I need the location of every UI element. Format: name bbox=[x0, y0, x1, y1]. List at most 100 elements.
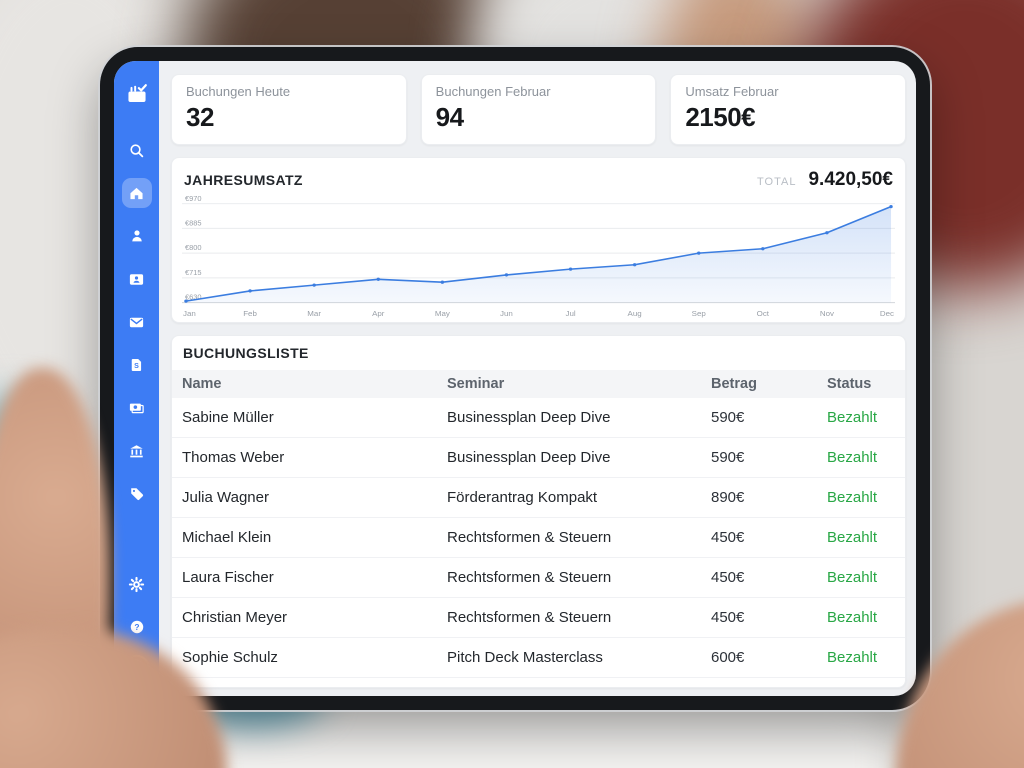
main-content: Buchungen Heute 32 Buchungen Februar 94 … bbox=[159, 61, 916, 696]
data-point-marker bbox=[440, 280, 445, 284]
invoice-icon: S bbox=[131, 359, 142, 371]
table-row[interactable]: Sophie Schulz Pitch Deck Masterclass 600… bbox=[172, 638, 905, 678]
total-label: TOTAL bbox=[757, 176, 797, 188]
total-value: 9.420,50€ bbox=[808, 169, 893, 190]
table-row[interactable]: Michael Klein Rechtsformen & Steuern 450… bbox=[172, 518, 905, 558]
stat-card-bookings-today: Buchungen Heute 32 bbox=[171, 74, 407, 145]
app-logo[interactable] bbox=[122, 79, 152, 109]
stat-value: 32 bbox=[186, 102, 214, 132]
svg-text:S: S bbox=[134, 362, 139, 370]
cell-betrag: 890€ bbox=[711, 489, 745, 506]
sidebar: S bbox=[114, 61, 159, 696]
table-header-row: Name Seminar Betrag Status bbox=[172, 370, 905, 398]
cell-seminar: Rechtsformen & Steuern bbox=[447, 529, 612, 546]
sidebar-item-home[interactable] bbox=[121, 178, 152, 208]
cell-name: Sophie Schulz bbox=[182, 649, 278, 666]
data-point-marker bbox=[376, 277, 380, 281]
search-icon bbox=[130, 143, 144, 157]
svg-text:?: ? bbox=[134, 622, 139, 632]
y-tick-label: €970 bbox=[185, 194, 202, 203]
cell-betrag: 450€ bbox=[711, 529, 745, 546]
booking-list-panel: BUCHUNGSLISTE Name Seminar Betrag Status… bbox=[171, 335, 906, 688]
x-tick-label: Nov bbox=[820, 309, 834, 318]
sidebar-item-payments[interactable] bbox=[122, 393, 152, 423]
cell-betrag: 600€ bbox=[711, 649, 745, 666]
cell-status: Bezahlt bbox=[827, 529, 878, 546]
cell-seminar: Rechtsformen & Steuern bbox=[447, 569, 612, 586]
table-row[interactable]: Julia Wagner Förderantrag Kompakt 890€ B… bbox=[172, 478, 905, 518]
stats-row: Buchungen Heute 32 Buchungen Februar 94 … bbox=[171, 74, 907, 145]
home-icon bbox=[130, 187, 143, 199]
data-point-marker bbox=[697, 251, 701, 255]
cell-status: Bezahlt bbox=[827, 449, 878, 466]
money-icon bbox=[129, 403, 144, 413]
table-row[interactable]: Laura Fischer Rechtsformen & Steuern 450… bbox=[172, 558, 905, 598]
sidebar-item-person[interactable] bbox=[122, 221, 152, 251]
user-avatar[interactable] bbox=[123, 655, 150, 682]
x-tick-label: Mar bbox=[307, 309, 321, 318]
sidebar-item-settings[interactable] bbox=[122, 569, 152, 599]
cell-name: Christian Meyer bbox=[182, 609, 288, 626]
data-point-marker bbox=[632, 263, 637, 267]
column-header-status: Status bbox=[827, 376, 872, 392]
table-row[interactable]: Christian Meyer Rechtsformen & Steuern 4… bbox=[172, 598, 905, 638]
cell-betrag: 450€ bbox=[711, 569, 745, 586]
sidebar-item-search[interactable] bbox=[122, 135, 152, 165]
cell-status: Bezahlt bbox=[827, 649, 878, 666]
column-header-seminar: Seminar bbox=[447, 376, 505, 392]
stat-label: Umsatz Februar bbox=[685, 84, 779, 99]
revenue-chart-svg: €970 €885 €800 €715 €630 Jan Feb Mar Apr May Jun Ju… bbox=[182, 194, 895, 318]
data-point-marker bbox=[761, 247, 765, 251]
column-header-betrag: Betrag bbox=[711, 376, 757, 392]
table-row[interactable]: Sabine Müller Businessplan Deep Dive 590… bbox=[172, 398, 905, 438]
table-row[interactable]: Thomas Weber Businessplan Deep Dive 590€… bbox=[172, 438, 905, 478]
data-point-marker bbox=[312, 283, 316, 287]
tag-icon bbox=[130, 488, 143, 501]
y-tick-label: €630 bbox=[185, 293, 202, 302]
cell-seminar: Förderantrag Kompakt bbox=[447, 489, 598, 506]
x-tick-label: Oct bbox=[757, 309, 770, 318]
sidebar-item-tags[interactable] bbox=[122, 479, 152, 509]
tablet-device: S bbox=[100, 47, 930, 710]
sidebar-item-invoices[interactable]: S bbox=[122, 350, 152, 380]
chart-total: TOTAL 9.420,50€ bbox=[757, 169, 893, 191]
cell-seminar: Businessplan Deep Dive bbox=[447, 449, 611, 466]
table-title: BUCHUNGSLISTE bbox=[183, 345, 309, 361]
cell-status: Bezahlt bbox=[827, 609, 878, 626]
stat-label: Buchungen Heute bbox=[186, 84, 291, 99]
cell-name: Julia Wagner bbox=[182, 489, 269, 506]
cell-status: Bezahlt bbox=[827, 409, 878, 426]
cell-name: Michael Klein bbox=[182, 529, 272, 546]
x-tick-label: Aug bbox=[628, 309, 642, 318]
cell-name: Laura Fischer bbox=[182, 569, 274, 586]
cell-betrag: 450€ bbox=[711, 609, 745, 626]
help-icon: ? bbox=[130, 620, 143, 634]
booking-table-body: Sabine Müller Businessplan Deep Dive 590… bbox=[172, 398, 905, 678]
x-tick-label: Jan bbox=[183, 309, 196, 318]
contact-card-icon bbox=[129, 273, 144, 285]
y-tick-label: €885 bbox=[185, 219, 202, 228]
stat-card-revenue-month: Umsatz Februar 2150€ bbox=[670, 74, 907, 145]
sidebar-item-bank[interactable] bbox=[122, 436, 152, 466]
revenue-chart: €970 €885 €800 €715 €630 Jan Feb Mar Apr May Jun Ju… bbox=[182, 194, 895, 320]
stat-value: 94 bbox=[435, 102, 464, 132]
x-tick-label: Dec bbox=[880, 309, 894, 318]
mail-icon bbox=[129, 317, 144, 327]
cell-betrag: 590€ bbox=[711, 409, 745, 426]
revenue-area bbox=[185, 206, 892, 303]
data-point-marker bbox=[825, 231, 829, 235]
data-point-marker bbox=[248, 289, 252, 293]
sidebar-item-help[interactable]: ? bbox=[122, 612, 152, 642]
x-tick-label: Jun bbox=[500, 309, 513, 318]
data-point-marker bbox=[568, 267, 573, 271]
cell-seminar: Pitch Deck Masterclass bbox=[447, 649, 603, 666]
inbox-check-icon bbox=[127, 84, 147, 102]
column-header-name: Name bbox=[182, 376, 222, 392]
y-tick-label: €800 bbox=[185, 243, 202, 252]
data-point-marker bbox=[184, 299, 188, 303]
chart-title: JAHRESUMSATZ bbox=[184, 172, 303, 188]
sidebar-item-contacts[interactable] bbox=[122, 264, 152, 294]
sidebar-item-mail[interactable] bbox=[122, 307, 152, 337]
stat-label: Buchungen Februar bbox=[435, 84, 551, 99]
data-point-marker bbox=[504, 273, 509, 277]
